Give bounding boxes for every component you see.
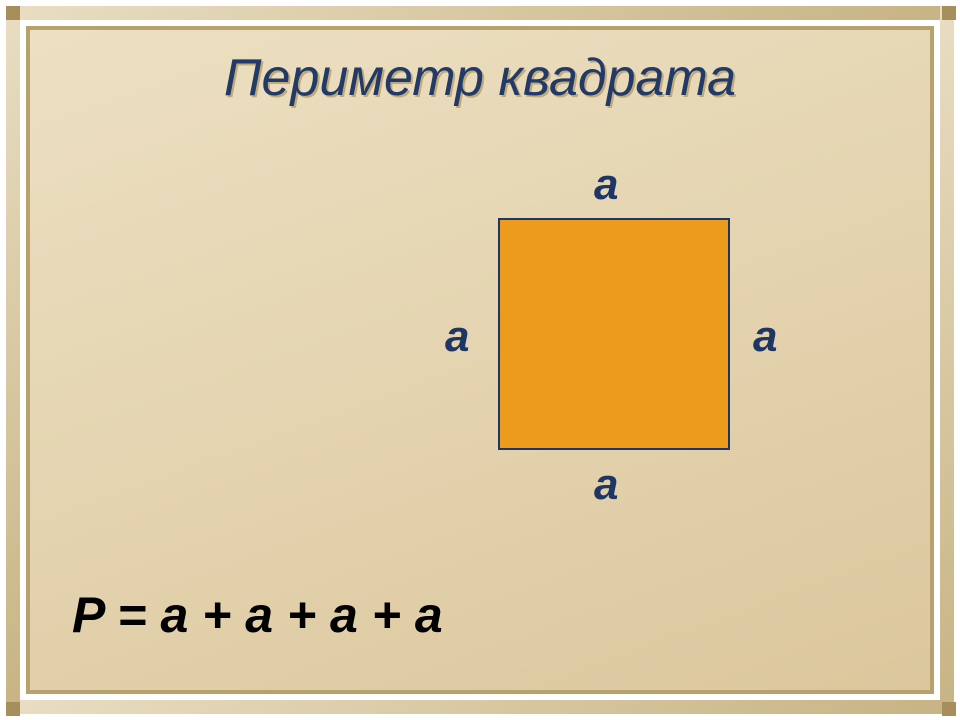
slide-frame: Периметр квадрата Периметр квадрата а а … (0, 0, 960, 720)
side-label-bottom: а (594, 460, 618, 510)
title-text: Периметр квадрата (224, 49, 736, 107)
side-label-left: а (445, 312, 469, 362)
perimeter-formula: P = a + a + a + a (72, 586, 443, 644)
square-shape (498, 218, 730, 450)
square-diagram: а а а а (498, 218, 730, 450)
slide-title: Периметр квадрата Периметр квадрата (0, 48, 960, 108)
side-label-right: а (753, 312, 777, 362)
side-label-top: а (594, 160, 618, 210)
